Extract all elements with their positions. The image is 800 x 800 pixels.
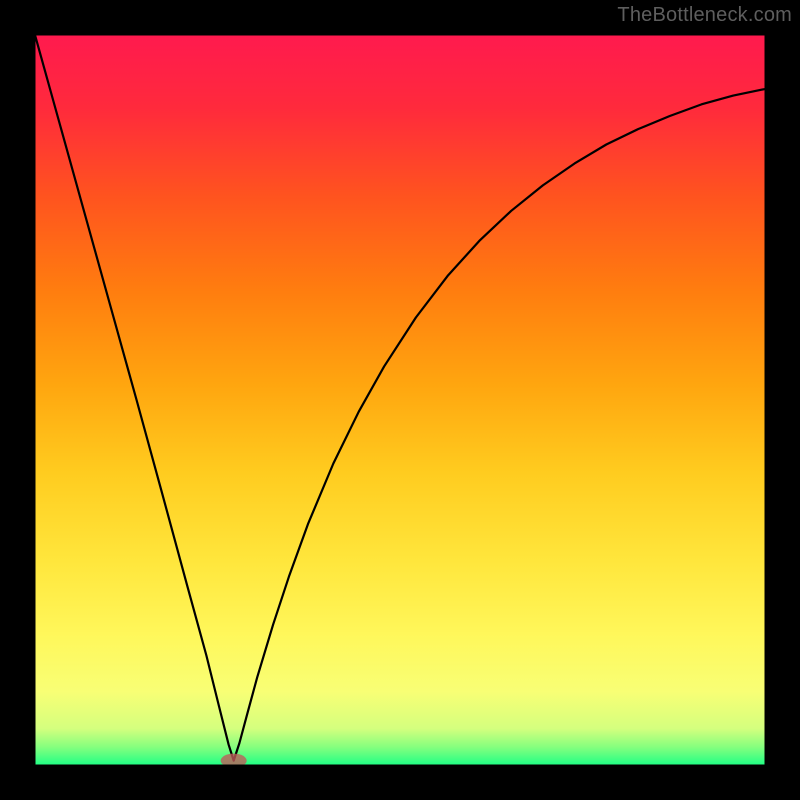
chart-svg xyxy=(0,0,800,800)
vertex-marker xyxy=(221,754,247,768)
watermark-text: TheBottleneck.com xyxy=(617,4,792,27)
plot-background xyxy=(35,35,765,765)
chart-stage: TheBottleneck.com xyxy=(0,0,800,800)
